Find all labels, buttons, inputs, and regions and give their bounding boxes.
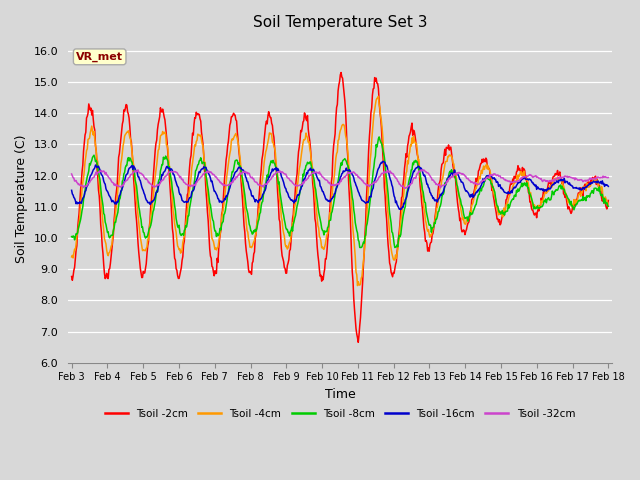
Title: Soil Temperature Set 3: Soil Temperature Set 3 [253, 15, 428, 30]
Legend: Tsoil -2cm, Tsoil -4cm, Tsoil -8cm, Tsoil -16cm, Tsoil -32cm: Tsoil -2cm, Tsoil -4cm, Tsoil -8cm, Tsoi… [100, 405, 579, 423]
X-axis label: Time: Time [324, 388, 355, 401]
Text: VR_met: VR_met [76, 52, 123, 62]
Y-axis label: Soil Temperature (C): Soil Temperature (C) [15, 135, 28, 263]
